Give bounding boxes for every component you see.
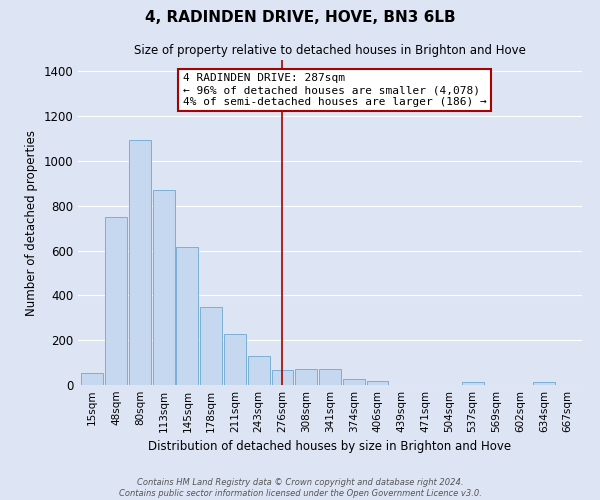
Bar [176,247,198,385]
Text: 4 RADINDEN DRIVE: 287sqm
← 96% of detached houses are smaller (4,078)
4% of semi: 4 RADINDEN DRIVE: 287sqm ← 96% of detach… [182,74,487,106]
Bar [343,378,365,385]
Bar [105,217,127,385]
Text: Contains HM Land Registry data © Crown copyright and database right 2024.
Contai: Contains HM Land Registry data © Crown c… [119,478,481,498]
Title: Size of property relative to detached houses in Brighton and Hove: Size of property relative to detached ho… [134,44,526,58]
Bar [248,356,269,385]
Y-axis label: Number of detached properties: Number of detached properties [25,130,38,316]
Bar [129,140,151,385]
Bar [272,370,293,385]
Bar [319,370,341,385]
Bar [367,380,388,385]
Text: 4, RADINDEN DRIVE, HOVE, BN3 6LB: 4, RADINDEN DRIVE, HOVE, BN3 6LB [145,10,455,25]
Bar [224,334,246,385]
Bar [462,382,484,385]
Bar [295,370,317,385]
Bar [200,307,222,385]
X-axis label: Distribution of detached houses by size in Brighton and Hove: Distribution of detached houses by size … [148,440,512,454]
Bar [533,382,555,385]
Bar [82,372,103,385]
Bar [152,190,175,385]
